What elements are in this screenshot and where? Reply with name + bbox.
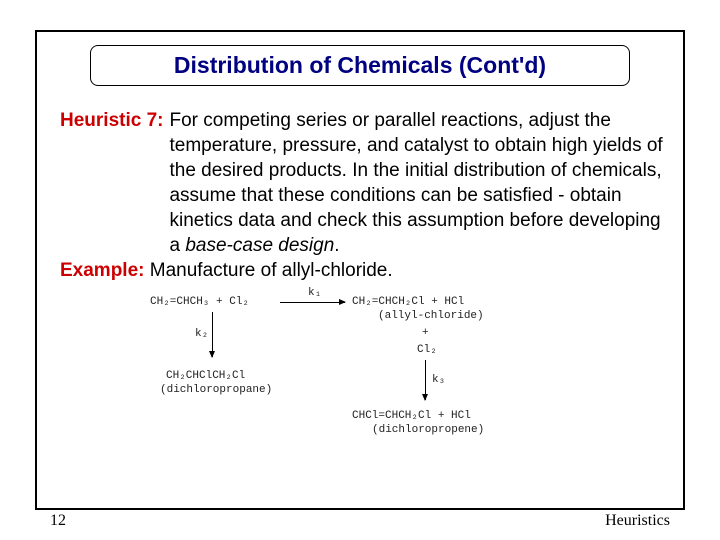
product-3-name: (dichloropropene)	[372, 424, 484, 436]
k3-label: k₃	[432, 374, 445, 386]
plus-1: +	[422, 327, 429, 339]
product-1-name: (allyl-chloride)	[378, 310, 484, 322]
content-area: Heuristic 7: For competing series or par…	[60, 108, 665, 467]
heuristic-label: Heuristic 7:	[60, 108, 163, 133]
k1-label: k₁	[308, 287, 321, 299]
cl2: Cl₂	[417, 344, 437, 356]
footer-label: Heuristics	[605, 512, 670, 530]
example-body: Manufacture of allyl-chloride.	[150, 260, 393, 281]
slide-title: Distribution of Chemicals (Cont'd)	[90, 45, 630, 86]
heuristic-block: Heuristic 7: For competing series or par…	[60, 108, 665, 258]
reaction-diagram: CH₂=CHCH₃ + Cl₂ k₁ CH₂=CHCH₂Cl + HCl (al…	[150, 292, 625, 467]
product-2-name: (dichloropropane)	[160, 384, 272, 396]
example-block: Example: Manufacture of allyl-chloride.	[60, 260, 665, 282]
product-1: CH₂=CHCH₂Cl + HCl	[352, 296, 464, 308]
product-2: CH₂CHClCH₂Cl	[166, 370, 245, 382]
k2-label: k₂	[195, 328, 208, 340]
page-number: 12	[50, 512, 66, 530]
arrow-k1	[280, 302, 345, 303]
product-3: CHCl=CHCH₂Cl + HCl	[352, 410, 471, 422]
example-label: Example:	[60, 260, 144, 281]
arrow-k3	[425, 360, 426, 400]
arrow-k2	[212, 312, 213, 357]
heuristic-body: For competing series or parallel reactio…	[169, 108, 665, 258]
reactant-1: CH₂=CHCH₃ + Cl₂	[150, 296, 249, 308]
